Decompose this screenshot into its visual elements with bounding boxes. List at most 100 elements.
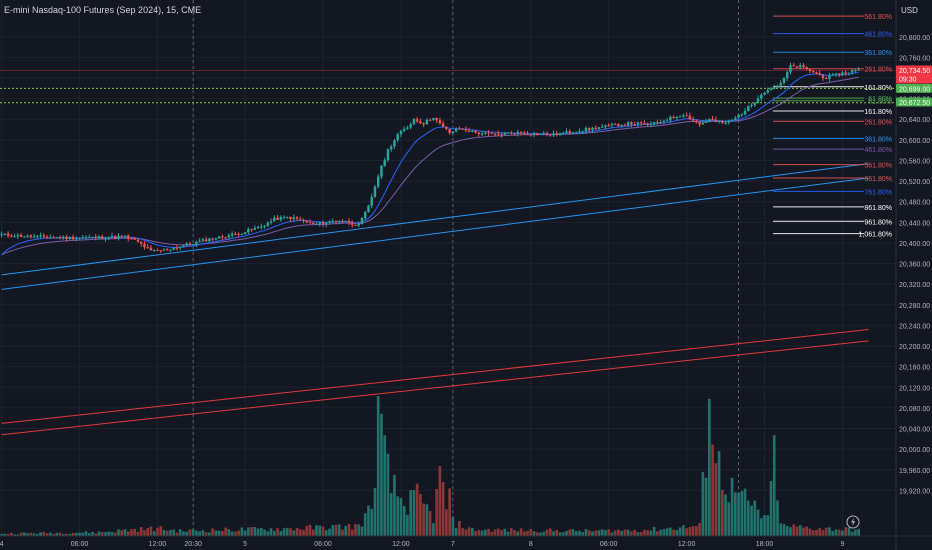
candle-body xyxy=(854,70,857,72)
candle-body xyxy=(613,123,617,125)
candle-body xyxy=(604,125,607,127)
candle-body xyxy=(344,220,347,222)
candle-body xyxy=(578,131,581,133)
volume-bar xyxy=(165,530,169,536)
volume-bar xyxy=(808,528,812,536)
channel-line-blue xyxy=(1,163,869,276)
candle-body xyxy=(633,124,636,126)
volume-bar xyxy=(104,532,107,536)
x-axis-tick-label: 06:00 xyxy=(314,541,332,548)
volume-bar xyxy=(341,529,344,536)
candle-body xyxy=(734,117,737,120)
volume-bar xyxy=(117,529,120,536)
candle-body xyxy=(808,68,812,71)
volume-bar xyxy=(279,531,283,536)
volume-bar xyxy=(646,530,649,536)
candle-body xyxy=(691,119,695,121)
volume-bar xyxy=(29,532,33,536)
volume-bar xyxy=(42,531,46,536)
fib-level-label: 661.80% xyxy=(864,176,892,183)
candle-body xyxy=(776,85,779,88)
candle-body xyxy=(114,235,117,239)
volume-bar xyxy=(461,528,464,536)
candle-body xyxy=(678,116,682,118)
y-axis-tick-label: 20,320.00 xyxy=(899,282,930,289)
y-axis-tick-label: 20,640.00 xyxy=(899,117,930,124)
candle-body xyxy=(312,222,315,225)
candle-body xyxy=(549,134,552,136)
volume-bar xyxy=(526,530,529,536)
candle-body xyxy=(857,69,860,71)
candle-body xyxy=(367,205,370,213)
volume-bar xyxy=(315,525,318,536)
volume-bar xyxy=(39,532,42,536)
candle-body xyxy=(626,122,630,126)
forecast-icon[interactable] xyxy=(846,515,860,529)
volume-bar xyxy=(529,529,533,536)
volume-bar xyxy=(513,530,516,536)
candle-body xyxy=(399,130,403,135)
candle-body xyxy=(698,122,701,125)
candle-body xyxy=(182,245,185,247)
y-axis-tick-label: 20,240.00 xyxy=(899,323,930,330)
volume-bar xyxy=(376,396,380,536)
candle-body xyxy=(474,130,477,133)
candle-body xyxy=(847,72,851,74)
volume-bar xyxy=(581,532,585,536)
volume-bar xyxy=(263,529,266,536)
candle-body xyxy=(107,237,110,239)
candle-body xyxy=(769,88,773,91)
volume-bar xyxy=(691,525,695,536)
volume-bar xyxy=(383,435,387,536)
volume-bar xyxy=(344,525,348,536)
volume-bar xyxy=(831,531,835,536)
candle-body xyxy=(308,222,312,224)
candle-body xyxy=(740,114,744,116)
candle-body xyxy=(811,70,815,73)
volume-bar xyxy=(441,482,445,536)
volume-bar xyxy=(295,527,299,536)
volume-bar xyxy=(746,500,750,536)
volume-bar xyxy=(698,522,701,536)
symbol-title[interactable]: E-mini Nasdaq-100 Futures (Sep 2024), 15… xyxy=(4,5,202,15)
candle-body xyxy=(204,239,208,242)
candle-body xyxy=(490,133,494,135)
volume-bar xyxy=(785,526,789,536)
currency-label[interactable]: USD xyxy=(901,6,918,15)
candle-body xyxy=(71,236,75,240)
volume-bar xyxy=(234,531,237,536)
volume-bar xyxy=(81,532,85,536)
volume-bar xyxy=(260,527,263,536)
candle-body xyxy=(331,221,334,223)
fib-level-label: 361.80% xyxy=(864,136,892,143)
fib-level-label: 461.80% xyxy=(864,147,892,154)
volume-bar xyxy=(432,523,435,536)
volume-bar xyxy=(798,525,802,536)
candle-body xyxy=(672,116,675,119)
volume-bar xyxy=(474,531,477,536)
volume-bar xyxy=(789,527,792,536)
candle-body xyxy=(412,119,416,125)
candle-body xyxy=(396,134,399,141)
volume-bar xyxy=(13,534,16,536)
candle-body xyxy=(831,74,834,76)
candle-body xyxy=(191,244,195,246)
candle-body xyxy=(221,236,224,238)
volume-bar xyxy=(198,531,201,536)
candle-body xyxy=(94,236,98,238)
candle-body xyxy=(802,65,805,68)
y-axis-tick-label: 20,160.00 xyxy=(899,365,930,372)
candle-body xyxy=(360,217,364,224)
x-axis-tick-label: 4 xyxy=(0,541,4,548)
volume-bar xyxy=(110,531,114,536)
volume-bar xyxy=(607,529,611,536)
y-axis-tick-label: 20,120.00 xyxy=(899,385,930,392)
volume-bar xyxy=(506,531,510,536)
x-axis-tick-label: 18:00 xyxy=(756,541,774,548)
volume-bar xyxy=(561,532,565,536)
candle-body xyxy=(711,118,714,120)
x-axis-tick-label: 06:00 xyxy=(71,541,89,548)
volume-bar xyxy=(571,529,575,536)
candle-body xyxy=(117,236,120,239)
